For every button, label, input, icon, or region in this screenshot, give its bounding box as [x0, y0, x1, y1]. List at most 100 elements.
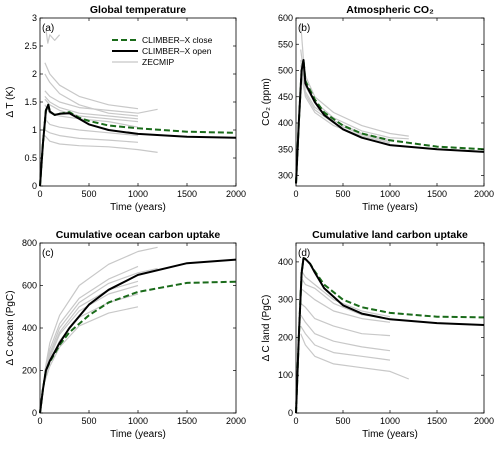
- y-tick-label: 1: [32, 125, 37, 135]
- x-tick-label: 1500: [427, 416, 447, 426]
- panel-letter: (d): [298, 248, 310, 259]
- chart-title: Cumulative land carbon uptake: [312, 229, 468, 241]
- y-tick-label: 2.5: [24, 41, 37, 51]
- zecmip-line: [44, 96, 139, 120]
- zecmip-line: [45, 29, 61, 44]
- zecmip-line: [300, 23, 409, 137]
- zecmip-line: [44, 135, 158, 153]
- x-tick-label: 2000: [474, 189, 494, 199]
- series-line-climber-x-open: [39, 258, 237, 414]
- plot-frame: [295, 242, 485, 414]
- x-tick-label: 1500: [427, 189, 447, 199]
- y-tick-label: 350: [278, 144, 293, 154]
- legend-entry: CLIMBER–X open: [142, 46, 212, 56]
- zecmip-line: [300, 314, 391, 352]
- series-line-climber-x-open: [295, 257, 485, 414]
- panel-b: 0 500 1000 1500 2000 300 350 400 450 500 550 600 Atm…: [261, 4, 494, 213]
- zecmip-line: [300, 302, 391, 337]
- y-tick-label: 0: [288, 408, 293, 418]
- x-tick-label: 1000: [380, 189, 400, 199]
- x-tick-label: 500: [335, 189, 350, 199]
- y-tick-label: 600: [278, 13, 293, 23]
- x-axis-label: Time (years): [110, 429, 166, 440]
- zecmip-line: [44, 129, 139, 143]
- x-axis-label: Time (years): [362, 429, 418, 440]
- chart-title: Global temperature: [90, 4, 186, 16]
- zecmip-line: [44, 306, 139, 382]
- panel-c: 0 500 1000 1500 2000 0 200 400 600 800 Cumulative …: [5, 229, 246, 440]
- x-tick-label: 1000: [128, 189, 148, 199]
- x-axis-label: Time (years): [362, 202, 418, 213]
- y-axis-label: CO₂ (ppm): [261, 78, 272, 126]
- panel-letter: (a): [42, 23, 54, 34]
- x-tick-label: 0: [37, 416, 42, 426]
- y-tick-label: 800: [22, 238, 37, 248]
- y-tick-label: 100: [278, 370, 293, 380]
- x-tick-label: 2000: [226, 416, 246, 426]
- x-tick-label: 1500: [177, 416, 197, 426]
- y-tick-label: 0: [32, 181, 37, 191]
- zecmip-line: [44, 118, 139, 137]
- chart-title: Cumulative ocean carbon uptake: [56, 229, 221, 241]
- panel-d: 0 500 1000 1500 2000 0 100 200 300 400 Cumulative …: [261, 229, 494, 440]
- legend-entry: CLIMBER–X close: [142, 35, 213, 45]
- y-axis-label: Δ C land (PgC): [261, 295, 272, 362]
- zecmip-line: [300, 70, 391, 144]
- y-axis-label: Δ C ocean (PgC): [5, 290, 16, 365]
- zecmip-line: [44, 90, 158, 114]
- x-tick-label: 1000: [380, 416, 400, 426]
- y-tick-label: 550: [278, 39, 293, 49]
- y-tick-label: 300: [278, 171, 293, 181]
- zecmip-line: [300, 287, 391, 323]
- series-line-climber-x-open: [39, 103, 237, 187]
- x-tick-label: 500: [335, 416, 350, 426]
- y-tick-label: 3: [32, 13, 37, 23]
- x-axis-label: Time (years): [110, 202, 166, 213]
- zecmip-line: [44, 246, 158, 371]
- x-tick-label: 0: [293, 189, 298, 199]
- chart-title: Atmospheric CO₂: [346, 4, 434, 16]
- panel-a: 0 500 1000 1500 2000 0 0.5 1 1.5 2 2.5 3 Global temp…: [5, 4, 246, 213]
- y-tick-label: 200: [22, 366, 37, 376]
- zecmip-line: [44, 267, 158, 375]
- panel-letter: (c): [42, 248, 54, 259]
- y-tick-label: 0.5: [24, 153, 37, 163]
- x-tick-label: 0: [37, 189, 42, 199]
- y-tick-label: 300: [278, 295, 293, 305]
- zecmip-line: [44, 62, 139, 110]
- zecmip-line: [300, 325, 391, 361]
- y-tick-label: 0: [32, 408, 37, 418]
- zecmip-line: [44, 265, 139, 373]
- zecmip-line: [300, 333, 410, 380]
- x-tick-label: 1000: [128, 416, 148, 426]
- y-tick-label: 450: [278, 92, 293, 102]
- y-axis-label: Δ T (K): [5, 87, 16, 118]
- series-line-climber-x-open: [295, 59, 485, 184]
- x-tick-label: 0: [293, 416, 298, 426]
- zecmip-line: [300, 276, 391, 320]
- y-tick-label: 600: [22, 281, 37, 291]
- zecmip-line: [44, 73, 139, 117]
- y-tick-label: 1.5: [24, 97, 37, 107]
- legend-entry: ZECMIP: [142, 57, 174, 67]
- plot-frame: [295, 17, 485, 187]
- x-tick-label: 2000: [226, 189, 246, 199]
- panel-letter: (b): [298, 23, 310, 34]
- zecmip-line: [44, 98, 139, 123]
- x-tick-label: 500: [81, 189, 96, 199]
- x-tick-label: 2000: [474, 416, 494, 426]
- x-tick-label: 1500: [177, 189, 197, 199]
- series-line-climber-x-close: [295, 59, 485, 184]
- zecmip-line: [300, 269, 391, 318]
- y-tick-label: 400: [278, 257, 293, 267]
- y-tick-label: 400: [278, 118, 293, 128]
- y-tick-label: 400: [22, 323, 37, 333]
- zecmip-line: [44, 280, 139, 375]
- x-tick-label: 500: [81, 416, 96, 426]
- y-tick-label: 200: [278, 332, 293, 342]
- zecmip-line: [300, 49, 409, 140]
- y-tick-label: 500: [278, 66, 293, 76]
- y-tick-label: 2: [32, 69, 37, 79]
